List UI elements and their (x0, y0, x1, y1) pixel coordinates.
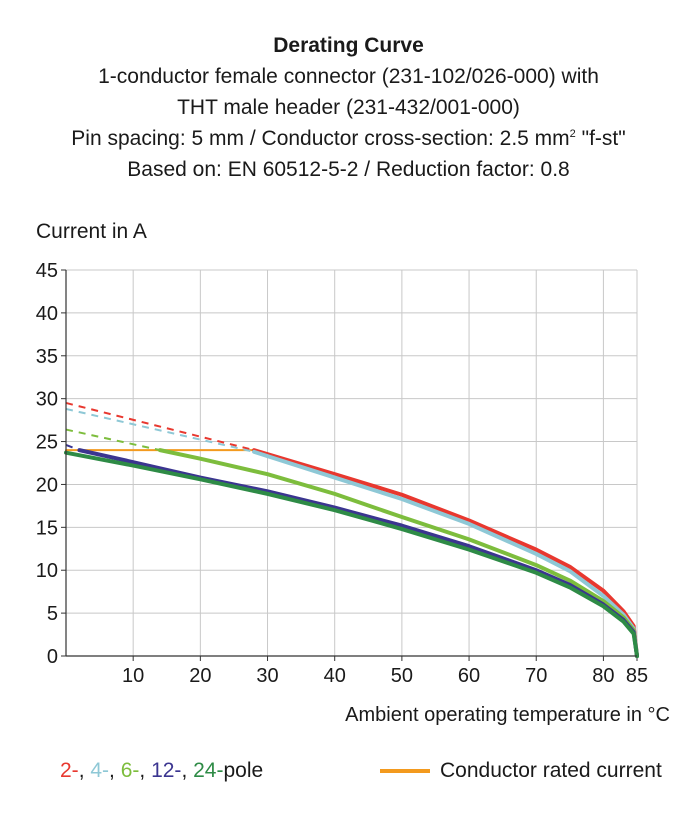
6-pole-extrapolated-line (65, 428, 161, 452)
4-pole-extrapolated-line (65, 407, 255, 453)
conductor-type-text: "f-st" (575, 127, 626, 150)
rated-current-label: Conductor rated current (440, 759, 662, 782)
legend-entry-7: , (181, 759, 194, 782)
x-tick-label: 30 (256, 665, 278, 687)
chart-grid (66, 269, 638, 656)
x-tick-label: 40 (324, 665, 346, 687)
rated-current-swatch (380, 769, 430, 773)
x-tick-label: 60 (458, 665, 480, 687)
legend-entry-6: 12- (151, 759, 182, 782)
legend-entry-2: 4- (90, 759, 110, 782)
axis-ticks: 0 5 10 15 20 25 30 35 40 45 10 20 30 40 50 60 70 80 85 (36, 260, 648, 687)
y-tick-label: 15 (36, 517, 58, 539)
legend-entry-3: , (109, 759, 121, 782)
12-pole-extrapolated-line (65, 444, 80, 452)
squared-superscript: 2 (569, 128, 576, 140)
chart-axes (65, 270, 637, 657)
x-axis-label: Ambient operating temperature in °C (345, 704, 670, 726)
6-pole-curve (158, 448, 639, 658)
x-tick-label: 50 (391, 665, 413, 687)
x-tick-label: 80 (592, 665, 614, 687)
chart-title: Derating Curve (273, 34, 424, 57)
legend-entry-4: 6- (120, 759, 140, 782)
legend-entry-0: 2- (60, 759, 79, 782)
legend-entry-1: , (78, 759, 91, 782)
x-tick-label: 70 (525, 665, 547, 687)
2-pole-curve (252, 448, 639, 658)
chart-subtitle-line-4: Based on: EN 60512-5-2 / Reduction facto… (127, 158, 570, 181)
4-pole-curve (252, 449, 639, 658)
chart-subtitle-line-3: Pin spacing: 5 mm / Conductor cross-sect… (0, 123, 697, 154)
chart-subtitle-line-2: THT male header (231-432/001-000) (177, 96, 520, 119)
chart-series (64, 401, 639, 658)
x-tick-label: 85 (626, 665, 648, 687)
24-pole-curve (64, 450, 639, 658)
y-tick-label: 20 (36, 474, 58, 496)
y-tick-label: 10 (36, 560, 58, 582)
y-tick-label: 5 (47, 603, 58, 625)
legend-entry-8: 24- (193, 759, 224, 782)
rated-current-legend: Conductor rated current (380, 759, 662, 783)
y-tick-label: 25 (36, 432, 58, 454)
pole-legend: 2-, 4-, 6-, 12-, 24-pole (60, 759, 263, 783)
chart-subtitle-line-1: 1-conductor female connector (231-102/02… (98, 65, 599, 88)
y-tick-label: 45 (36, 260, 58, 282)
y-tick-label: 0 (47, 646, 58, 668)
x-tick-label: 10 (122, 665, 144, 687)
2-pole-extrapolated-line (65, 401, 255, 452)
legend-entry-5: , (139, 759, 152, 782)
y-tick-label: 30 (36, 389, 58, 411)
legend-entry-9: pole (223, 759, 264, 782)
pin-spacing-text: Pin spacing: 5 mm / Conductor cross-sect… (71, 127, 570, 150)
chart-titles: Derating Curve 1-conductor female connec… (0, 30, 697, 185)
x-tick-label: 20 (189, 665, 211, 687)
y-tick-label: 40 (36, 303, 58, 325)
y-tick-label: 35 (36, 346, 58, 368)
y-axis-label: Current in A (36, 220, 147, 243)
